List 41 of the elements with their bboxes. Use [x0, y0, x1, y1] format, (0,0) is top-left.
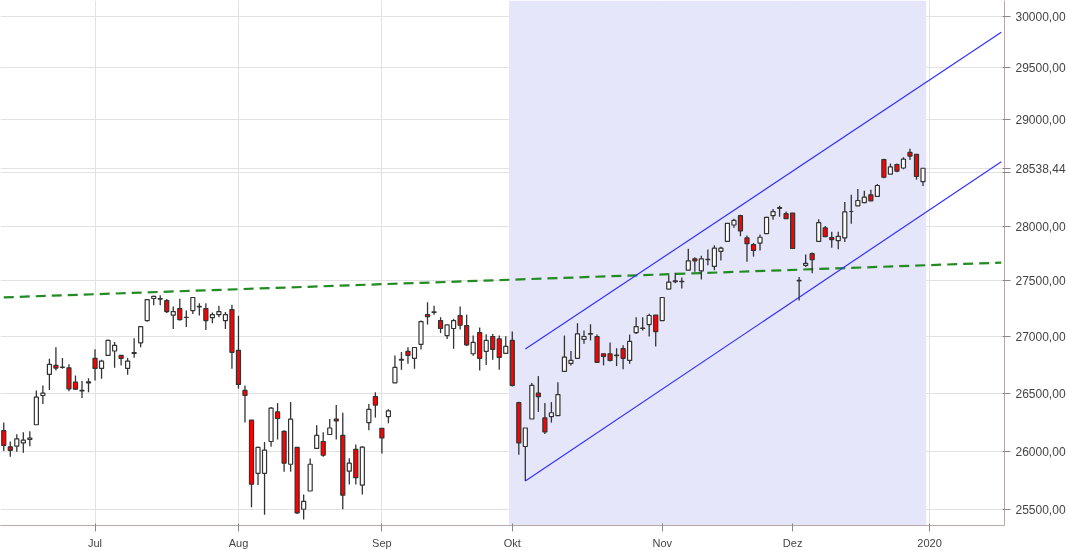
y-tick-label: 27500,00 — [1015, 274, 1066, 289]
y-tick-label: 26500,00 — [1015, 386, 1066, 401]
candlestick — [366, 403, 372, 431]
candlestick — [1, 421, 7, 452]
candlestick — [522, 427, 528, 482]
candlestick — [144, 298, 150, 323]
y-tick-label: 29500,00 — [1015, 61, 1066, 76]
y-tick-label: 29000,00 — [1015, 113, 1066, 128]
x-tick-label: Jul — [88, 536, 103, 549]
y-tick-label: 26000,00 — [1015, 444, 1066, 459]
candlestick — [542, 402, 548, 435]
y-tick-label: 28538,44 — [1015, 161, 1066, 176]
candlestick — [242, 384, 248, 424]
candlestick — [379, 427, 385, 455]
candlestick — [816, 218, 822, 243]
y-tick-label: 25500,00 — [1015, 503, 1066, 518]
x-tick-label: Nov — [652, 536, 673, 549]
candlestick — [320, 431, 326, 458]
candlestick — [118, 354, 124, 367]
candlestick — [314, 424, 320, 450]
candlestick — [372, 391, 378, 419]
y-tick-label: 27000,00 — [1015, 329, 1066, 344]
candlestick — [20, 431, 26, 454]
candlestick — [392, 354, 398, 384]
candlestick — [40, 384, 46, 405]
candlestick — [424, 301, 431, 326]
x-tick-label: Aug — [228, 536, 249, 549]
x-tick-label: Dez — [782, 536, 803, 549]
x-tick-label: Okt — [503, 536, 521, 549]
candlestick — [659, 296, 665, 322]
candlestick — [79, 380, 85, 399]
candlestick — [138, 325, 144, 348]
x-tick-label: Sep — [372, 536, 392, 549]
candlestick — [431, 305, 437, 316]
y-tick-label: 28000,00 — [1015, 219, 1066, 234]
candlestick — [418, 319, 424, 351]
y-tick-label: 30000,00 — [1015, 10, 1066, 25]
candlestick — [333, 404, 339, 441]
x-tick-label: 2020 — [917, 536, 942, 549]
candlestick — [131, 337, 137, 359]
candlestick — [744, 234, 750, 263]
